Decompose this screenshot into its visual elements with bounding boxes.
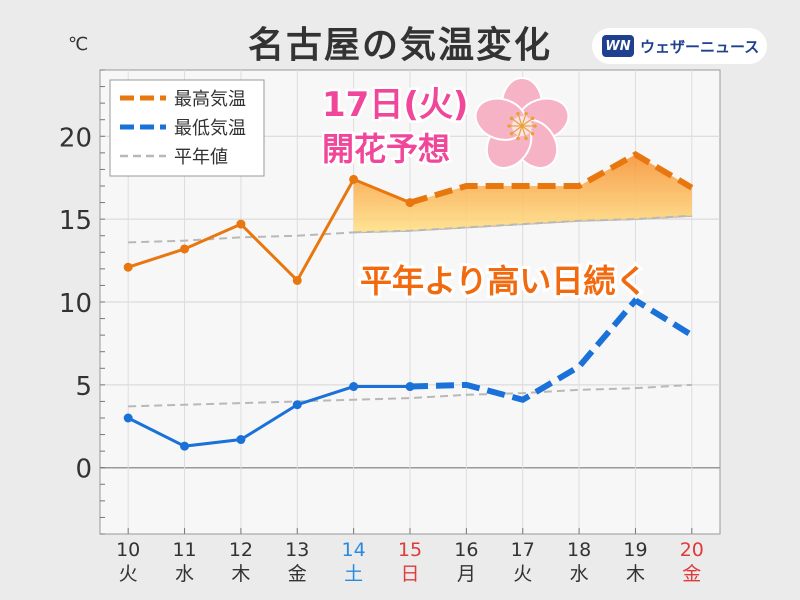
series-high-point bbox=[405, 198, 415, 208]
x-tick-label: 12 bbox=[229, 539, 253, 561]
blossom-stamen bbox=[511, 117, 523, 127]
x-tick-weekday: 火 bbox=[119, 563, 138, 585]
x-tick-label: 19 bbox=[623, 539, 647, 561]
x-tick-label: 15 bbox=[398, 539, 422, 561]
y-tick-label: 10 bbox=[59, 289, 92, 319]
legend-label-high: 最高気温 bbox=[174, 89, 246, 110]
blossom-forecast-label: 開花予想 bbox=[322, 130, 450, 168]
x-tick-weekday: 金 bbox=[288, 563, 307, 585]
warm-note-label: 平年より高い日続く bbox=[360, 262, 647, 300]
x-tick-weekday: 金 bbox=[682, 563, 701, 585]
x-tick-label: 18 bbox=[567, 539, 591, 561]
series-low-point bbox=[180, 441, 190, 451]
x-tick-weekday: 火 bbox=[513, 563, 532, 585]
series-high-point bbox=[236, 219, 246, 229]
x-tick-weekday: 水 bbox=[570, 563, 589, 585]
blossom-date-label: 17日(火) bbox=[322, 85, 468, 125]
y-tick-label: 20 bbox=[59, 123, 92, 153]
legend-label-low: 最低気温 bbox=[174, 118, 246, 139]
y-tick-label: 15 bbox=[59, 206, 92, 236]
blossom-stamen bbox=[521, 117, 533, 127]
series-normal-line bbox=[128, 383, 692, 408]
x-tick-label: 16 bbox=[454, 539, 478, 561]
blossom-anther bbox=[530, 131, 535, 136]
y-tick-label: 0 bbox=[75, 455, 92, 485]
blossom-stamen bbox=[521, 125, 533, 135]
series-high-point bbox=[123, 262, 133, 272]
series-high-point bbox=[349, 174, 359, 184]
x-tick-weekday: 日 bbox=[400, 563, 419, 585]
blossom-stamen bbox=[521, 125, 527, 139]
blossom-anther bbox=[509, 116, 514, 121]
series-low-line bbox=[127, 385, 410, 448]
brand-name: ウェザーニュース bbox=[640, 37, 760, 56]
x-tick-weekday: 木 bbox=[626, 563, 645, 585]
brand-logo-icon: WN bbox=[602, 35, 634, 57]
series-normal-line bbox=[128, 214, 692, 244]
series-low-point bbox=[236, 435, 246, 445]
series-high-forecast-line bbox=[409, 151, 694, 206]
high-above-normal-fill bbox=[353, 154, 692, 233]
series-low-point bbox=[349, 382, 359, 392]
legend-label-normal: 平年値 bbox=[174, 147, 228, 168]
chart-title: 名古屋の気温変化 bbox=[247, 25, 552, 66]
blossom-anther bbox=[516, 111, 520, 116]
blossom-anther bbox=[533, 124, 537, 128]
blossom-stamen bbox=[517, 125, 523, 139]
blossom-stamen bbox=[521, 113, 527, 127]
blossom-anther bbox=[516, 136, 520, 141]
series-low-point bbox=[123, 413, 133, 423]
series-high-point bbox=[180, 244, 190, 254]
cherry-blossom-icon bbox=[474, 77, 570, 169]
legend-box bbox=[109, 79, 265, 177]
x-tick-weekday: 水 bbox=[175, 563, 194, 585]
x-tick-label: 10 bbox=[116, 539, 140, 561]
blossom-anther bbox=[507, 124, 511, 128]
y-axis-unit: ℃ bbox=[68, 34, 89, 55]
blossom-stamen bbox=[517, 113, 523, 127]
series-high-point bbox=[292, 275, 302, 285]
series-normal-line bbox=[353, 214, 692, 234]
x-tick-weekday: 木 bbox=[231, 563, 250, 585]
x-tick-label: 14 bbox=[342, 539, 366, 561]
series-low-forecast-line bbox=[409, 296, 694, 403]
x-tick-label: 17 bbox=[511, 539, 535, 561]
blossom-stamen bbox=[511, 125, 523, 135]
blossom-anther bbox=[524, 136, 528, 141]
x-tick-weekday: 土 bbox=[344, 563, 363, 585]
x-tick-label: 13 bbox=[285, 539, 309, 561]
y-tick-label: 5 bbox=[75, 372, 92, 402]
blossom-anther bbox=[524, 111, 528, 116]
blossom-anther bbox=[530, 116, 535, 121]
blossom-anther bbox=[509, 131, 514, 136]
x-tick-label: 11 bbox=[172, 539, 196, 561]
brand-badge: WN ウェザーニュース bbox=[592, 28, 767, 64]
series-low-point bbox=[292, 400, 302, 410]
series-low-point bbox=[405, 382, 415, 392]
x-tick-label: 20 bbox=[680, 539, 704, 561]
series-high-line bbox=[127, 177, 411, 283]
x-tick-weekday: 月 bbox=[457, 563, 476, 585]
